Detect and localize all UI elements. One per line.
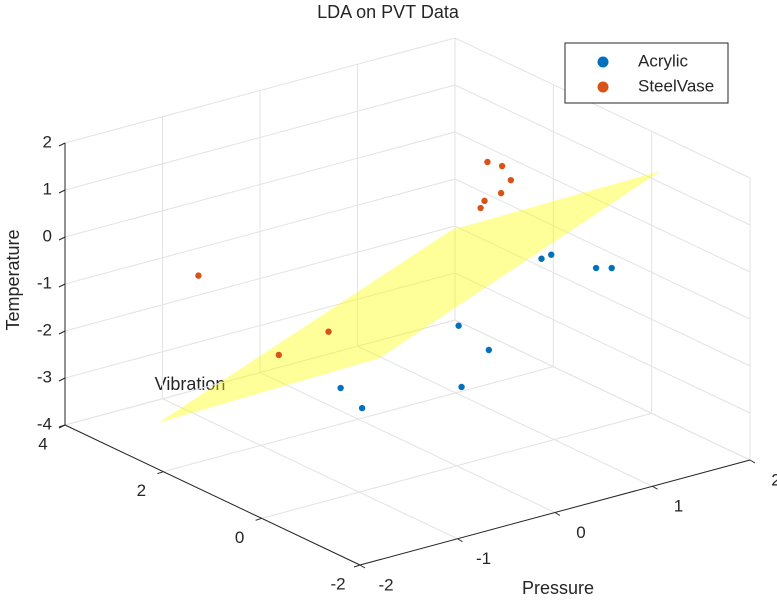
- z-tick-label: -3: [37, 367, 52, 386]
- grid-line: [64, 319, 456, 426]
- grid-line: [454, 178, 751, 320]
- x-tick: [359, 564, 366, 569]
- y-tick-label: 2: [137, 481, 146, 500]
- x-tick-label: 0: [576, 523, 585, 542]
- grid-line: [64, 225, 456, 332]
- grid-line: [162, 398, 458, 540]
- data-point: [485, 346, 493, 354]
- legend-marker: [597, 56, 609, 68]
- z-axis-label: Temperature: [3, 229, 23, 330]
- grid-line: [64, 178, 456, 285]
- data-point: [548, 251, 555, 258]
- z-tick-label: -2: [37, 320, 52, 339]
- grid-line: [454, 37, 751, 179]
- x-tick: [457, 538, 463, 543]
- data-point: [337, 384, 344, 392]
- data-point: [538, 255, 545, 262]
- chart-title: LDA on PVT Data: [317, 2, 460, 22]
- data-point: [497, 189, 505, 197]
- grid-line: [454, 131, 751, 273]
- z-tick: [58, 377, 66, 382]
- z-tick-label: -1: [37, 273, 52, 292]
- data-point: [325, 328, 332, 335]
- y-tick: [157, 471, 164, 475]
- y-axis-line: [64, 424, 361, 566]
- y-axis-label: Vibration: [155, 374, 226, 394]
- grid-line: [163, 366, 554, 473]
- x-tick: [554, 512, 561, 516]
- y-tick-label: 4: [38, 434, 47, 453]
- grid-line: [64, 37, 456, 144]
- z-tick-label: 2: [43, 132, 52, 151]
- data-point: [592, 264, 600, 272]
- decision-surface: [158, 171, 661, 423]
- z-tick: [58, 236, 66, 241]
- z-tick: [58, 283, 66, 288]
- grid-line: [454, 272, 751, 414]
- data-point: [481, 197, 488, 205]
- z-tick-label: 1: [43, 179, 52, 198]
- y-tick: [255, 517, 262, 521]
- z-tick-label: -4: [37, 414, 52, 433]
- grid-line: [261, 412, 652, 519]
- grid-line: [454, 319, 751, 461]
- y-tick: [353, 564, 361, 568]
- data-point: [458, 383, 465, 391]
- z-tick: [58, 424, 66, 429]
- data-point: [477, 204, 484, 212]
- x-tick-label: 1: [674, 497, 683, 516]
- grid-line: [357, 345, 653, 487]
- x-tick-label: -1: [476, 549, 491, 568]
- grid-line: [259, 372, 556, 513]
- y-tick-label: 0: [235, 528, 244, 547]
- z-tick: [58, 189, 66, 194]
- z-tick: [58, 142, 66, 147]
- grid-line: [64, 131, 456, 238]
- z-tick: [58, 330, 66, 335]
- x-axis-label: Pressure: [522, 578, 594, 598]
- grid-line: [454, 84, 751, 226]
- x-tick-label: 2: [771, 470, 777, 489]
- legend-box: [564, 42, 729, 104]
- x-tick-label: -2: [378, 575, 393, 594]
- legend-label: SteelVase: [638, 76, 714, 95]
- data-point: [608, 264, 615, 272]
- data-point: [275, 351, 282, 359]
- data-point: [484, 158, 491, 166]
- data-point: [358, 404, 366, 412]
- z-tick-label: 0: [43, 226, 52, 245]
- x-tick: [749, 459, 756, 464]
- data-point: [498, 162, 506, 170]
- grid-line: [454, 225, 751, 367]
- grid-line: [64, 84, 456, 191]
- data-point: [507, 176, 515, 184]
- grid-line: [64, 272, 456, 379]
- data-point: [195, 272, 202, 279]
- x-tick: [652, 485, 658, 490]
- legend-label: Acrylic: [638, 51, 689, 70]
- legend-marker: [597, 81, 609, 93]
- y-tick-label: -2: [330, 574, 345, 593]
- data-point: [455, 322, 462, 329]
